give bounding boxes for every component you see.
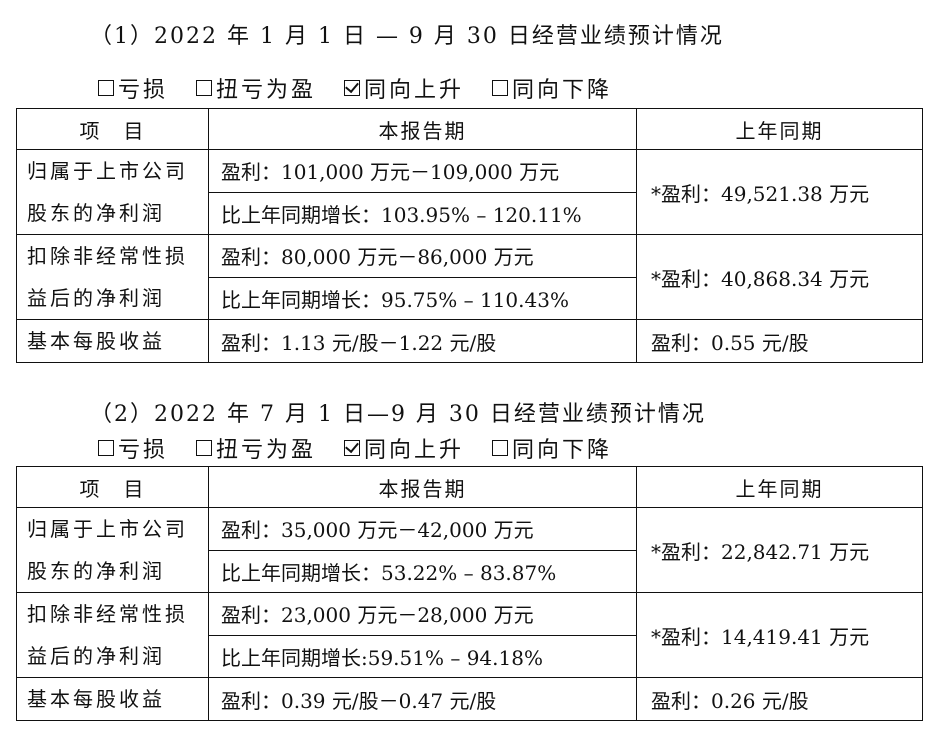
option-loss[interactable]: 亏损 [98,72,168,104]
previous-value: *盈利：40,868.34 万元 [636,234,923,320]
previous-value: 盈利：0.55 元/股 [636,319,923,363]
previous-value: *盈利：22,842.71 万元 [636,507,923,593]
option-label: 扭亏为盈 [216,78,317,103]
option-turnaround[interactable]: 扭亏为盈 [196,72,316,104]
row-item: 归属于上市公司股东的净利润 [16,507,209,593]
previous-value: *盈利：49,521.38 万元 [636,149,923,235]
header-current: 本报告期 [208,108,637,150]
row-item: 基本每股收益 [16,677,209,721]
checkbox-icon [196,440,213,456]
previous-value: 盈利：0.26 元/股 [636,677,923,721]
checked-checkbox-icon [344,440,361,456]
header-previous: 上年同期 [636,466,923,508]
table-row: 扣除非经常性损益后的净利润 盈利：23,000 万元－28,000 万元 *盈利… [16,592,923,678]
row-item: 扣除非经常性损益后的净利润 [16,234,209,320]
header-previous: 上年同期 [636,108,923,150]
forecast-table: 项 目 本报告期 上年同期 归属于上市公司股东的净利润 盈利：35,000 万元… [16,466,923,721]
checkbox-icon [492,80,509,96]
option-turnaround[interactable]: 扭亏为盈 [196,432,316,464]
section-heading: （2）2022 年 7 月 1 日—9 月 30 日经营业绩预计情况 [90,402,706,427]
current-growth: 比上年同期增长:59.51% – 94.18% [208,634,637,678]
option-loss[interactable]: 亏损 [98,432,168,464]
table-row: 比上年同期增长：53.22% – 83.87% [17,549,923,593]
checkbox-icon [492,440,509,456]
table-row: 归属于上市公司股东的净利润 盈利：35,000 万元－42,000 万元 *盈利… [16,507,923,593]
row-item: 归属于上市公司股东的净利润 [16,149,209,235]
option-label: 同向上升 [364,438,465,463]
option-increase[interactable]: 同向上升 [344,72,464,104]
option-decrease[interactable]: 同向下降 [492,72,612,104]
current-growth: 比上年同期增长：103.95% – 120.11% [208,191,637,235]
table-row: 比上年同期增长:59.51% – 94.18% [17,634,923,678]
current-profit: 盈利：101,000 万元－109,000 万元 [208,149,637,193]
option-label: 同向上升 [364,78,465,103]
checkbox-icon [196,80,213,96]
option-increase[interactable]: 同向上升 [344,432,464,464]
table-header-row: 项 目 本报告期 上年同期 [16,108,923,150]
forecast-table: 项 目 本报告期 上年同期 归属于上市公司股东的净利润 盈利：101,000 万… [16,108,923,363]
checkbox-icon [98,440,114,456]
performance-options: 亏损 扭亏为盈 同向上升 同向下降 [98,72,612,104]
option-label: 扭亏为盈 [216,438,317,463]
option-label: 同向下降 [512,438,613,463]
table-row: 基本每股收益 盈利：0.39 元/股－0.47 元/股 盈利：0.26 元/股 [16,677,923,721]
option-label: 亏损 [118,78,169,103]
checkbox-icon [98,80,114,96]
header-item: 项 目 [16,466,209,508]
checked-checkbox-icon [344,80,361,96]
option-label: 亏损 [118,438,169,463]
header-item: 项 目 [16,108,209,150]
current-profit: 盈利：1.13 元/股－1.22 元/股 [208,319,637,363]
table-header-row: 项 目 本报告期 上年同期 [16,466,923,508]
row-item: 扣除非经常性损益后的净利润 [16,592,209,678]
current-profit: 盈利：80,000 万元－86,000 万元 [208,234,637,278]
option-label: 同向下降 [512,78,613,103]
table-row: 扣除非经常性损益后的净利润 盈利：80,000 万元－86,000 万元 *盈利… [16,234,923,320]
current-growth: 比上年同期增长：95.75% – 110.43% [208,276,637,320]
current-growth: 比上年同期增长：53.22% – 83.87% [208,549,637,593]
row-item: 基本每股收益 [16,319,209,363]
table-row: 基本每股收益 盈利：1.13 元/股－1.22 元/股 盈利：0.55 元/股 [16,319,923,363]
table-row: 归属于上市公司股东的净利润 盈利：101,000 万元－109,000 万元 *… [16,149,923,235]
current-profit: 盈利：35,000 万元－42,000 万元 [208,507,637,551]
header-current: 本报告期 [208,466,637,508]
previous-value: *盈利：14,419.41 万元 [636,592,923,678]
section-heading: （1）2022 年 1 月 1 日 — 9 月 30 日经营业绩预计情况 [90,24,724,49]
performance-options: 亏损 扭亏为盈 同向上升 同向下降 [98,432,612,464]
option-decrease[interactable]: 同向下降 [492,432,612,464]
current-profit: 盈利：23,000 万元－28,000 万元 [208,592,637,636]
current-profit: 盈利：0.39 元/股－0.47 元/股 [208,677,637,721]
